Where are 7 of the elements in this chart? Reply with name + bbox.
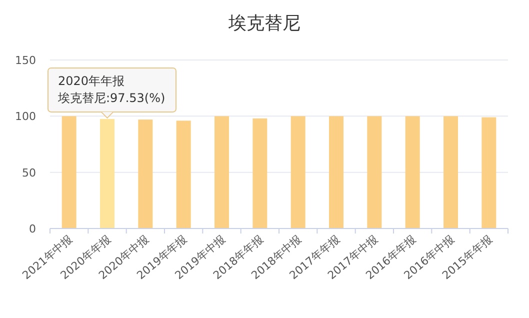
y-tick-label: 100	[15, 110, 36, 124]
annotation: 埃克替尼:97.53(%)	[57, 90, 166, 105]
y-tick-label: 150	[15, 54, 36, 67]
y-tick-label: 0	[29, 222, 36, 236]
annotation: 2020年年报	[58, 74, 125, 88]
chart-title: 埃克替尼	[228, 13, 300, 34]
y-tick-label: 50	[22, 166, 36, 180]
